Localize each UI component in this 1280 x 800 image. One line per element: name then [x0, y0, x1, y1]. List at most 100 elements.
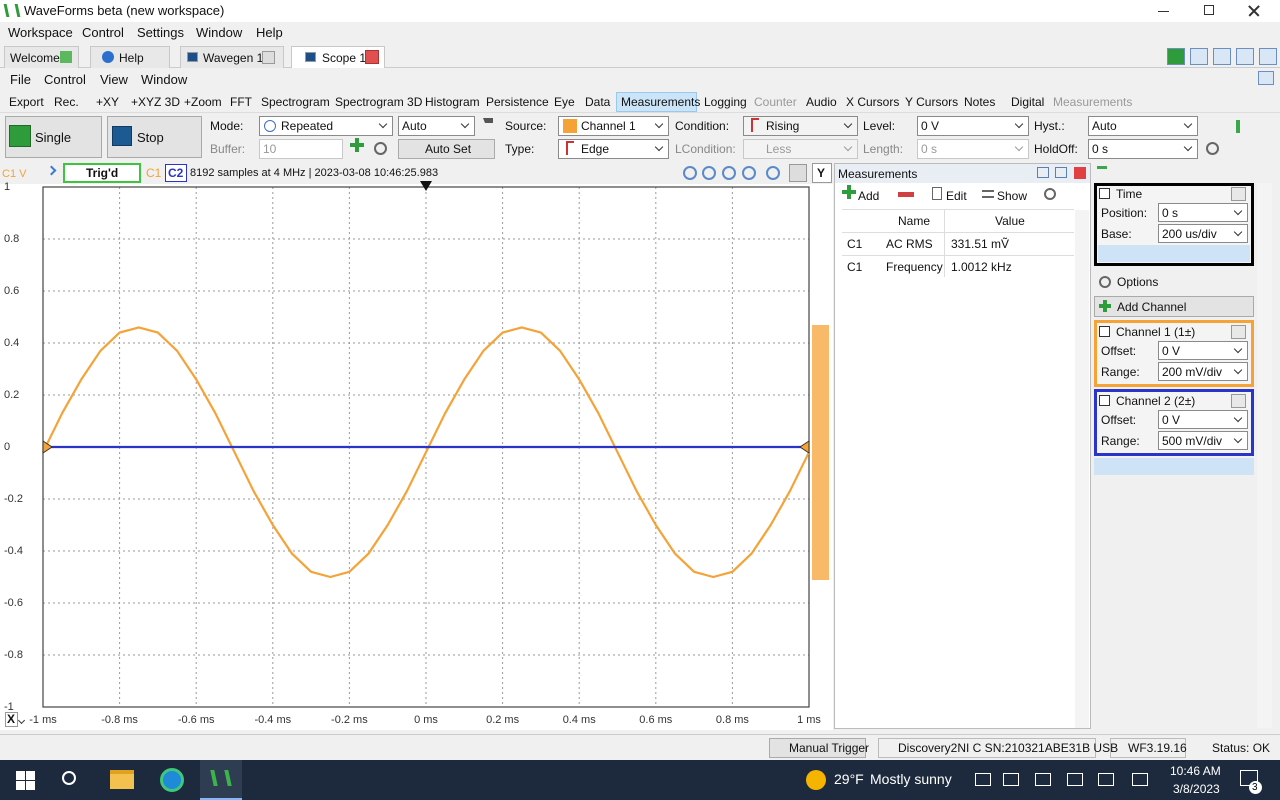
- channel-range-box[interactable]: [1158, 431, 1248, 450]
- level-box[interactable]: [917, 116, 1029, 136]
- toolbar-item[interactable]: Digital: [1011, 95, 1045, 109]
- toolbar-item[interactable]: Spectrogram: [261, 95, 330, 109]
- channel-offset[interactable]: 0 V: [1162, 343, 1181, 358]
- toolbar-item[interactable]: +Zoom: [184, 95, 222, 109]
- tab-label[interactable]: Wavegen 1: [203, 51, 264, 65]
- buffer[interactable]: 10: [263, 142, 277, 156]
- length-box[interactable]: [917, 139, 1029, 159]
- panel-button[interactable]: [1055, 167, 1067, 178]
- lcondition[interactable]: Less: [766, 142, 792, 156]
- checkbox[interactable]: [1099, 188, 1110, 199]
- add-channel-label[interactable]: Add Channel: [1117, 300, 1187, 314]
- auto-set-label[interactable]: Auto Set: [425, 142, 472, 156]
- y-button-box[interactable]: [812, 163, 832, 183]
- scope-menu-item[interactable]: File: [10, 72, 31, 87]
- collapse-bar[interactable]: [1098, 245, 1250, 262]
- toolbar-item[interactable]: Eye: [554, 95, 575, 109]
- settings-button[interactable]: [1231, 394, 1246, 408]
- time-position-box[interactable]: [1158, 203, 1248, 222]
- zoom-tool[interactable]: [742, 166, 756, 180]
- run-control[interactable]: [1236, 48, 1254, 65]
- single-button[interactable]: [5, 116, 102, 158]
- tab[interactable]: [180, 46, 284, 68]
- time-base[interactable]: 200 us/div: [1162, 226, 1217, 241]
- minimize-button[interactable]: [1158, 11, 1169, 12]
- mode-auto[interactable]: Auto: [402, 119, 427, 133]
- manual-trigger[interactable]: Manual Trigger: [789, 741, 870, 755]
- buffer-box[interactable]: [259, 139, 343, 159]
- stop-label[interactable]: Stop: [137, 130, 164, 145]
- start-icon[interactable]: [26, 781, 35, 790]
- search-icon[interactable]: [62, 771, 76, 785]
- run-control[interactable]: [1259, 48, 1277, 65]
- tray-icon[interactable]: [975, 773, 991, 786]
- channel-offset-box[interactable]: [1158, 341, 1248, 360]
- add-button[interactable]: Add: [858, 189, 880, 203]
- plot-settings[interactable]: [789, 164, 807, 182]
- channel-range[interactable]: 500 mV/div: [1162, 433, 1223, 448]
- toolbar-item[interactable]: Histogram: [425, 95, 480, 109]
- menu-item[interactable]: Help: [256, 25, 283, 40]
- device-box[interactable]: [878, 738, 1096, 758]
- scope-menu-item[interactable]: Control: [44, 72, 86, 87]
- toolbar-item[interactable]: Data: [585, 95, 611, 109]
- condition-box[interactable]: [743, 116, 858, 136]
- mode-box[interactable]: [259, 116, 393, 136]
- y-button[interactable]: Y: [817, 166, 826, 180]
- zoom-tool[interactable]: [702, 166, 716, 180]
- add-channel-button[interactable]: [1094, 296, 1254, 317]
- x-button-box[interactable]: [5, 712, 18, 727]
- toolbar-item[interactable]: Measurements: [1053, 95, 1133, 109]
- menu-item[interactable]: Window: [196, 25, 243, 40]
- run-control[interactable]: [1213, 48, 1231, 65]
- tab-label[interactable]: Scope 1: [322, 51, 367, 65]
- hysteresis-box[interactable]: [1088, 116, 1198, 136]
- edge-icon[interactable]: [160, 768, 184, 792]
- start-icon[interactable]: [16, 781, 25, 790]
- tray-icon[interactable]: [1035, 773, 1051, 786]
- lcondition-box[interactable]: [743, 139, 858, 159]
- mode-auto-box[interactable]: [398, 116, 475, 136]
- toolbar-item[interactable]: FFT: [230, 95, 252, 109]
- checkbox[interactable]: [1099, 395, 1110, 406]
- run-control[interactable]: [1190, 48, 1208, 65]
- source[interactable]: Channel 1: [581, 119, 636, 133]
- menu-item[interactable]: Control: [82, 25, 124, 40]
- toolbar-item[interactable]: Y Cursors: [905, 95, 959, 109]
- x-button[interactable]: X: [7, 712, 16, 726]
- start-icon[interactable]: [26, 771, 35, 780]
- manual-trigger-button[interactable]: [769, 738, 866, 758]
- time-base-box[interactable]: [1158, 224, 1248, 243]
- holdoff[interactable]: 0 s: [1092, 142, 1109, 156]
- menu-item[interactable]: Workspace: [8, 25, 73, 40]
- settings-button[interactable]: [1231, 325, 1246, 339]
- time-position[interactable]: 0 s: [1162, 205, 1179, 220]
- tray-icon[interactable]: [1067, 773, 1083, 786]
- toolbar-item[interactable]: Counter: [754, 95, 797, 109]
- run-control[interactable]: [1167, 48, 1185, 65]
- toolbar-item[interactable]: Audio: [806, 95, 837, 109]
- zoom-tool[interactable]: [766, 166, 780, 180]
- level[interactable]: 0 V: [921, 119, 940, 133]
- expand-icon[interactable]: [46, 165, 57, 176]
- scope-menu-item[interactable]: View: [100, 72, 128, 87]
- start-icon[interactable]: [16, 771, 25, 780]
- length[interactable]: 0 s: [921, 142, 938, 156]
- restore-panel[interactable]: [1258, 71, 1274, 85]
- tray-icon[interactable]: [1003, 773, 1019, 786]
- tab-label[interactable]: Welcome: [10, 51, 60, 65]
- trigger-type[interactable]: Edge: [581, 142, 610, 156]
- remove-icon[interactable]: [898, 192, 914, 197]
- options[interactable]: Options: [1117, 275, 1159, 289]
- toolbar-item[interactable]: Rec.: [54, 95, 79, 109]
- tab-label[interactable]: Help: [119, 51, 144, 65]
- toolbar-item[interactable]: Measurements: [621, 95, 701, 109]
- explorer-icon[interactable]: [110, 770, 134, 789]
- trigger-type-box[interactable]: [558, 139, 669, 159]
- collapse-bar[interactable]: [1094, 458, 1254, 475]
- tray-icon[interactable]: [1098, 773, 1114, 786]
- toolbar-item[interactable]: +XY: [96, 95, 120, 109]
- condition[interactable]: Rising: [766, 119, 800, 133]
- tray-icon[interactable]: [1132, 773, 1148, 786]
- restore-button[interactable]: [1204, 5, 1214, 15]
